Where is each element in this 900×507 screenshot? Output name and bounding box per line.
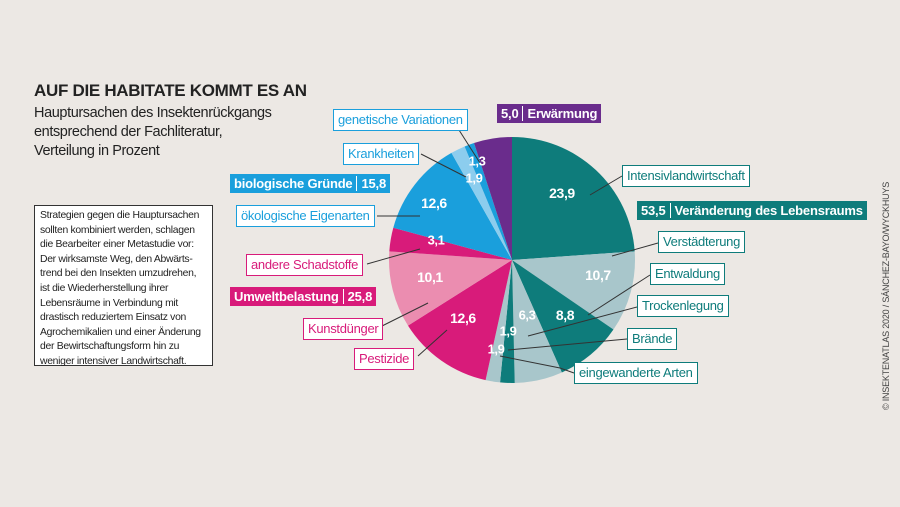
group-badge-lebensraum: 53,5 Veränderung des Lebensraums	[637, 201, 867, 220]
leader-line	[499, 355, 575, 374]
subtitle-line: Hauptursachen des Insektenrückgangs	[34, 105, 272, 121]
callout-trockenlegung: Trockenlegung	[637, 295, 729, 317]
slice-value-label: 1,9	[499, 323, 517, 339]
callout-braende: Brände	[627, 328, 678, 350]
pie-slice	[512, 137, 635, 260]
pie-slice	[474, 137, 512, 260]
credit: © INSEKTENATLAS 2020 / SÁNCHEZ-BAYO/WYCK…	[881, 181, 891, 411]
callout-intensivlandwirtschaft: Intensivlandwirtschaft	[622, 165, 750, 187]
leader-line	[417, 329, 448, 357]
callout-kunstduenger: Kunstdünger	[303, 318, 384, 340]
pie-slice	[408, 260, 512, 381]
callout-verstaedterung: Verstädterung	[658, 231, 746, 253]
slice-value-label: 12,6	[450, 310, 476, 326]
slice-value-label: 12,6	[421, 195, 447, 211]
leader-line	[587, 274, 651, 316]
chart-title: AUF DIE HABITATE KOMMT ES AN	[34, 81, 307, 100]
callout-entwaldung: Entwaldung	[650, 263, 725, 285]
callout-oekologische-eigenarten: ökologische Eigenarten	[236, 205, 375, 227]
pie-slice	[389, 227, 512, 260]
leader-line	[381, 302, 429, 327]
pie-slice	[512, 260, 614, 373]
slice-value-label: 8,8	[555, 307, 575, 323]
slice-value-label: 10,1	[417, 269, 443, 285]
slice-value-label: 3,1	[427, 232, 445, 248]
pie-slice	[512, 251, 635, 330]
slice-value-label: 1,9	[487, 341, 505, 357]
chart-subtitle: Hauptursachen des Insektenrückgangs ents…	[34, 104, 272, 161]
leader-lines	[366, 129, 659, 374]
slice-value-label: 1,3	[468, 153, 486, 169]
group-badge-umweltbelastung: Umweltbelastung 25,8	[230, 287, 377, 306]
pie-slice	[451, 146, 512, 260]
slice-value-label: 1,9	[465, 170, 483, 186]
slice-value-label: 10,7	[585, 267, 611, 283]
leader-line	[611, 242, 659, 257]
leader-line	[507, 338, 628, 351]
leader-line	[458, 129, 481, 164]
callout-genetische-variationen: genetische Variationen	[333, 109, 468, 131]
callout-eingewanderte-arten: eingewanderte Arten	[574, 362, 698, 384]
slice-value-label: 23,9	[549, 185, 575, 201]
group-badge-erwaermung: 5,0 Erwärmung	[497, 104, 602, 123]
pie-slice	[464, 143, 512, 260]
leader-line	[589, 175, 623, 196]
info-box: Strategien gegen die Hauptursachen sollt…	[34, 205, 213, 367]
pie-slice	[393, 152, 512, 260]
callout-pestizide: Pestizide	[354, 348, 415, 370]
pie-slice	[500, 260, 515, 383]
leader-line	[527, 306, 638, 337]
leader-line	[420, 153, 467, 178]
pie-slice	[485, 260, 512, 383]
slice-value-label: 6,3	[518, 307, 536, 323]
subtitle-line: entsprechend der Fachliteratur,	[34, 124, 223, 140]
pie-slice	[512, 260, 562, 383]
callout-andere-schadstoffe: andere Schadstoffe	[246, 254, 364, 276]
callout-krankheiten: Krankheiten	[343, 143, 420, 165]
group-badge-biologische-gruende: biologische Gründe 15,8	[230, 174, 390, 193]
subtitle-line: Verteilung in Prozent	[34, 143, 160, 159]
leader-line	[366, 248, 421, 265]
